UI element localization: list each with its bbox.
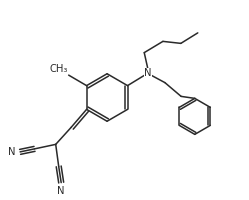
Text: N: N [144,68,152,78]
Text: N: N [8,147,16,157]
Text: CH₃: CH₃ [49,64,67,74]
Text: N: N [58,186,65,196]
